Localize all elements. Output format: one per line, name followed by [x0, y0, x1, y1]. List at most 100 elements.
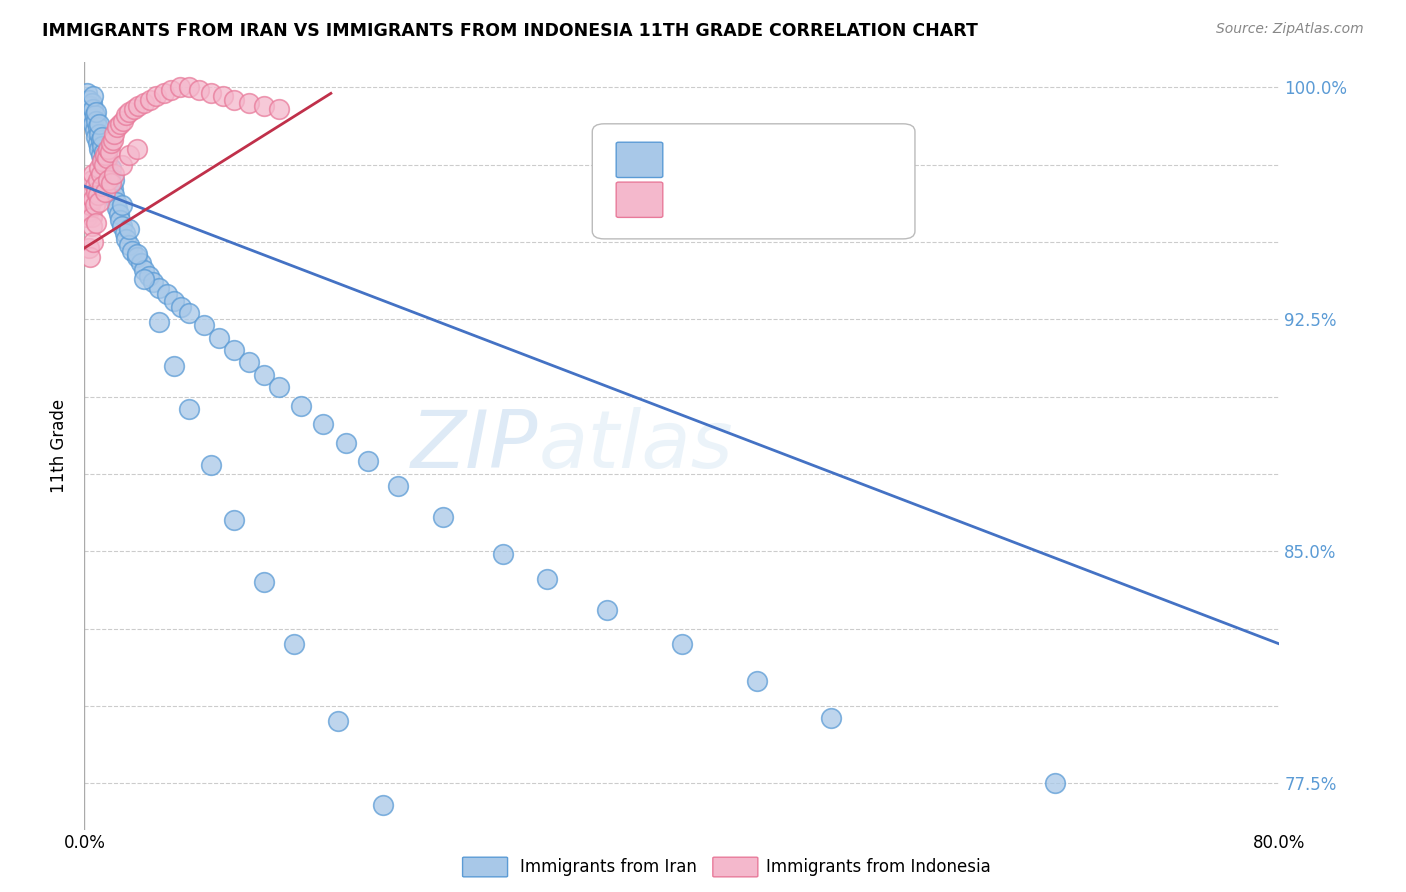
Point: [200, 458, 222, 472]
Point: [86, 114, 108, 128]
Point: [335, 436, 357, 450]
Point: [80, 173, 103, 187]
Point: [83, 198, 105, 212]
Point: [96, 151, 118, 165]
Point: [253, 368, 276, 382]
Point: [222, 93, 245, 107]
Point: [132, 262, 156, 277]
Point: [208, 331, 231, 345]
Point: [125, 247, 148, 261]
Point: [253, 575, 276, 590]
Point: [253, 99, 276, 113]
Point: [96, 145, 118, 160]
Point: [87, 120, 110, 135]
Point: [86, 216, 108, 230]
Point: [82, 192, 104, 206]
Point: [79, 188, 101, 202]
Point: [91, 154, 114, 169]
Point: [177, 306, 200, 320]
Point: [125, 250, 148, 264]
Point: [83, 123, 105, 137]
Point: [87, 188, 110, 202]
Point: [447, 878, 470, 892]
Point: [86, 186, 108, 200]
Point: [97, 173, 120, 187]
Point: [596, 603, 619, 617]
Point: [97, 142, 120, 156]
Point: [193, 318, 215, 333]
Point: [79, 99, 101, 113]
Point: [111, 157, 134, 171]
Point: [283, 637, 305, 651]
Point: [76, 210, 98, 224]
Point: [820, 711, 842, 725]
Point: [83, 108, 105, 122]
Point: [312, 417, 335, 432]
Point: [90, 167, 112, 181]
Point: [82, 167, 104, 181]
Point: [1045, 776, 1067, 790]
Point: [238, 95, 260, 110]
Point: [94, 148, 117, 162]
Point: [89, 127, 111, 141]
Y-axis label: 11th Grade: 11th Grade: [51, 399, 69, 493]
Point: [238, 355, 260, 369]
Point: [101, 133, 124, 147]
Point: [97, 163, 120, 178]
Point: [100, 136, 122, 150]
Point: [107, 207, 129, 221]
Point: [76, 87, 98, 101]
Point: [169, 80, 191, 95]
Point: [96, 157, 118, 171]
FancyBboxPatch shape: [592, 124, 915, 239]
Point: [82, 117, 104, 131]
Point: [91, 129, 114, 144]
Point: [90, 133, 112, 147]
Point: [200, 87, 222, 101]
Point: [163, 359, 186, 373]
Point: [77, 93, 100, 107]
Point: [91, 154, 114, 169]
Text: -0.403: -0.403: [730, 151, 790, 169]
FancyBboxPatch shape: [616, 142, 662, 178]
Point: [103, 167, 125, 181]
Point: [122, 102, 145, 116]
Point: [357, 454, 380, 468]
Point: [80, 95, 103, 110]
Point: [105, 201, 128, 215]
Point: [177, 401, 200, 416]
Text: Immigrants from Iran: Immigrants from Iran: [520, 858, 697, 876]
Point: [142, 275, 165, 289]
Point: [115, 108, 138, 122]
Point: [328, 714, 350, 729]
Point: [82, 89, 104, 103]
Point: [100, 161, 122, 175]
Point: [103, 127, 125, 141]
Point: [77, 241, 100, 255]
Point: [82, 102, 104, 116]
Point: [139, 93, 162, 107]
Point: [132, 95, 156, 110]
Point: [115, 232, 138, 246]
Point: [86, 129, 108, 144]
Point: [290, 399, 312, 413]
Point: [212, 89, 235, 103]
Point: [89, 142, 111, 156]
Text: N = 87: N = 87: [801, 151, 882, 169]
Text: IMMIGRANTS FROM IRAN VS IMMIGRANTS FROM INDONESIA 11TH GRADE CORRELATION CHART: IMMIGRANTS FROM IRAN VS IMMIGRANTS FROM …: [42, 22, 979, 40]
Point: [129, 256, 152, 270]
Text: ZIP: ZIP: [411, 407, 538, 485]
Point: [152, 87, 174, 101]
Text: R =: R =: [673, 190, 724, 208]
Point: [94, 151, 117, 165]
Point: [222, 513, 245, 527]
Point: [93, 145, 115, 160]
Point: [160, 83, 183, 97]
Point: [89, 161, 111, 175]
Point: [387, 479, 409, 493]
Point: [267, 102, 290, 116]
Text: atlas: atlas: [538, 407, 734, 485]
Point: [111, 198, 134, 212]
Point: [118, 238, 141, 252]
Point: [222, 343, 245, 357]
